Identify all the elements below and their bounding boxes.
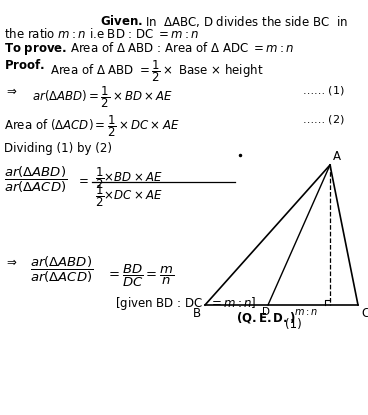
Text: C: C: [361, 307, 368, 320]
Text: In  $\Delta$ABC, D divides the side BC  in: In $\Delta$ABC, D divides the side BC in: [145, 14, 348, 29]
Text: Dividing (1) by (2): Dividing (1) by (2): [4, 142, 112, 155]
Text: B: B: [193, 307, 201, 320]
Text: $\dfrac{ar(\Delta ABD)}{ar(\Delta ACD)}$: $\dfrac{ar(\Delta ABD)}{ar(\Delta ACD)}$: [4, 165, 67, 195]
Text: $\dfrac{ar(\Delta ABD)}{ar(\Delta ACD)}$: $\dfrac{ar(\Delta ABD)}{ar(\Delta ACD)}$: [30, 255, 93, 285]
Text: (1): (1): [285, 318, 302, 331]
Text: D: D: [262, 307, 270, 317]
Text: $\ldots\ldots$ (2): $\ldots\ldots$ (2): [302, 113, 345, 126]
Text: $m : n$: $m : n$: [294, 307, 318, 317]
Text: $ar(\Delta ABD) = \dfrac{1}{2} \times BD \times AE$: $ar(\Delta ABD) = \dfrac{1}{2} \times BD…: [32, 84, 173, 110]
Text: $\mathbf{(Q.E.D.)}$: $\mathbf{(Q.E.D.)}$: [236, 310, 296, 325]
Text: $\Rightarrow$: $\Rightarrow$: [4, 84, 18, 97]
Text: $=$: $=$: [76, 173, 89, 186]
Text: $\mathbf{Proof.}$: $\mathbf{Proof.}$: [4, 58, 45, 72]
Text: Area of $\Delta$ ABD $= \dfrac{1}{2} \times$ Base $\times$ height: Area of $\Delta$ ABD $= \dfrac{1}{2} \ti…: [50, 58, 263, 84]
Text: $\mathbf{To\ prove.}$: $\mathbf{To\ prove.}$: [4, 41, 67, 57]
Text: Area of $(\Delta ACD) = \dfrac{1}{2} \times DC \times AE$: Area of $(\Delta ACD) = \dfrac{1}{2} \ti…: [4, 113, 180, 139]
Text: $\Rightarrow$: $\Rightarrow$: [4, 255, 18, 268]
Text: the ratio $m : n$ i.e BD : DC $= m : n$: the ratio $m : n$ i.e BD : DC $= m : n$: [4, 27, 199, 41]
Text: $\mathbf{Given.}$: $\mathbf{Given.}$: [100, 14, 143, 28]
Text: Area of $\Delta$ ABD : Area of $\Delta$ ADC $= m : n$: Area of $\Delta$ ABD : Area of $\Delta$ …: [70, 41, 294, 55]
Text: A: A: [333, 150, 341, 163]
Text: [given BD : DC  $= m : n$]: [given BD : DC $= m : n$]: [115, 295, 256, 312]
Text: $\dfrac{1}{2}$$\times BD \times AE$: $\dfrac{1}{2}$$\times BD \times AE$: [95, 165, 163, 190]
Text: $\ldots\ldots$ (1): $\ldots\ldots$ (1): [302, 84, 345, 97]
Text: $= \dfrac{BD}{DC} = \dfrac{m}{n}$: $= \dfrac{BD}{DC} = \dfrac{m}{n}$: [106, 263, 174, 289]
Text: $\dfrac{1}{2}$$\times DC \times AE$: $\dfrac{1}{2}$$\times DC \times AE$: [95, 183, 163, 209]
